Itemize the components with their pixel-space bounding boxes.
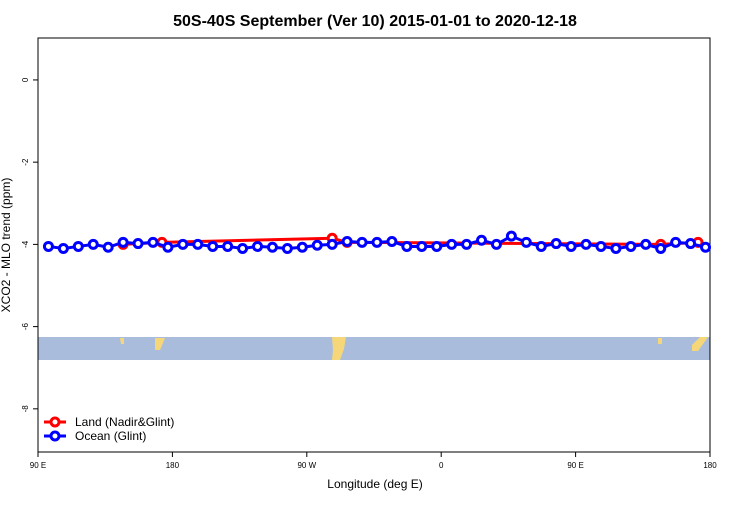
point bbox=[72, 240, 84, 252]
y-tick-label: -8 bbox=[21, 405, 30, 413]
point bbox=[162, 241, 174, 253]
point bbox=[625, 240, 637, 252]
point bbox=[311, 239, 323, 251]
point bbox=[461, 238, 473, 250]
legend-marker bbox=[49, 416, 61, 428]
point bbox=[505, 230, 517, 242]
point bbox=[192, 238, 204, 250]
point bbox=[386, 236, 398, 248]
point bbox=[222, 240, 234, 252]
point bbox=[252, 240, 264, 252]
legend-marker bbox=[49, 430, 61, 442]
point bbox=[341, 236, 353, 248]
point bbox=[550, 238, 562, 250]
point bbox=[700, 241, 712, 253]
point bbox=[42, 240, 54, 252]
point bbox=[490, 238, 502, 250]
point bbox=[281, 242, 293, 254]
point bbox=[102, 241, 114, 253]
point bbox=[132, 238, 144, 250]
point bbox=[446, 238, 458, 250]
point bbox=[87, 238, 99, 250]
x-tick-label: 90 E bbox=[30, 461, 46, 470]
point bbox=[610, 242, 622, 254]
point bbox=[655, 242, 667, 254]
point bbox=[565, 240, 577, 252]
y-tick-label: -2 bbox=[21, 158, 30, 166]
point bbox=[401, 240, 413, 252]
y-tick-label: 0 bbox=[21, 77, 30, 82]
legend: Land (Nadir&Glint)Ocean (Glint) bbox=[44, 415, 174, 443]
x-tick-label: 90 E bbox=[567, 461, 583, 470]
legend-label: Ocean (Glint) bbox=[75, 429, 146, 443]
point bbox=[580, 238, 592, 250]
point bbox=[237, 242, 249, 254]
y-tick-label: -6 bbox=[21, 323, 30, 331]
x-tick-label: 180 bbox=[703, 461, 717, 470]
point bbox=[266, 241, 278, 253]
point bbox=[371, 236, 383, 248]
point bbox=[535, 240, 547, 252]
x-tick-label: 0 bbox=[439, 461, 444, 470]
point bbox=[356, 236, 368, 248]
point bbox=[117, 236, 129, 248]
point bbox=[326, 238, 338, 250]
point bbox=[640, 238, 652, 250]
x-tick-label: 180 bbox=[166, 461, 180, 470]
point bbox=[207, 240, 219, 252]
x-tick-label: 90 W bbox=[297, 461, 316, 470]
point bbox=[57, 242, 69, 254]
chart-title: 50S-40S September (Ver 10) 2015-01-01 to… bbox=[173, 13, 577, 30]
point bbox=[476, 234, 488, 246]
y-axis-label: XCO2 - MLO trend (ppm) bbox=[0, 178, 13, 313]
map-strip bbox=[38, 337, 710, 360]
ocean-band bbox=[38, 337, 710, 360]
y-tick-label: -4 bbox=[21, 240, 30, 248]
point bbox=[520, 236, 532, 248]
legend-label: Land (Nadir&Glint) bbox=[75, 415, 174, 429]
point bbox=[685, 238, 697, 250]
point bbox=[296, 241, 308, 253]
point bbox=[416, 240, 428, 252]
point bbox=[177, 238, 189, 250]
point bbox=[431, 240, 443, 252]
x-axis-label: Longitude (deg E) bbox=[327, 477, 422, 491]
point bbox=[147, 236, 159, 248]
point bbox=[595, 240, 607, 252]
point bbox=[670, 236, 682, 248]
